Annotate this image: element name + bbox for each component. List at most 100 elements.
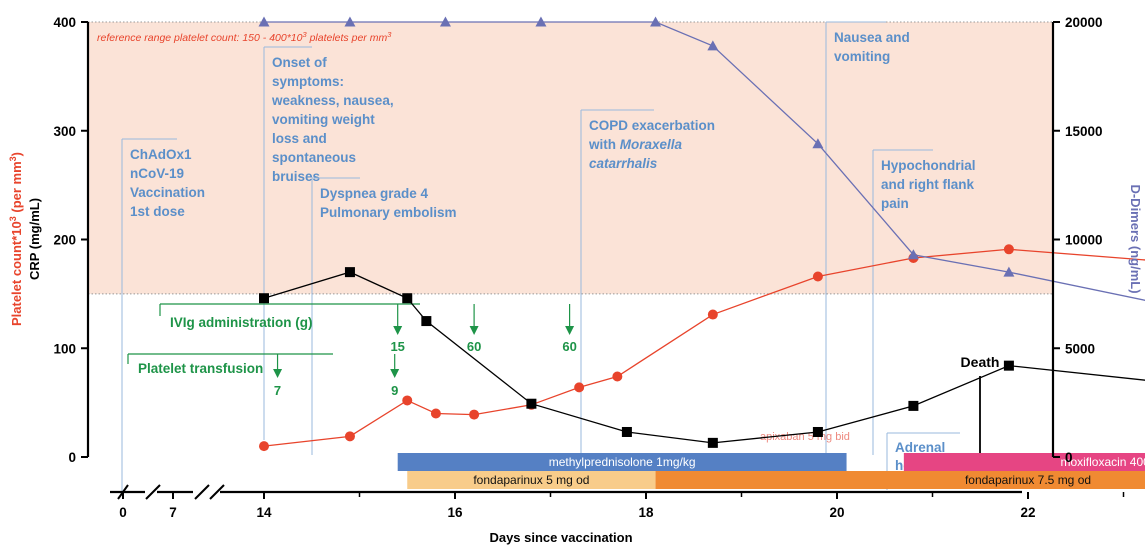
platelet-arrow-head xyxy=(390,369,400,378)
annotation-copd-text: with Moraxella xyxy=(588,137,683,152)
crp-point xyxy=(421,316,432,327)
annotation-vaccination-text: nCoV-19 xyxy=(130,166,184,181)
annotation-copd: COPD exacerbation with Moraxella catarrhal… xyxy=(580,109,715,455)
x-tick-label: 16 xyxy=(447,505,463,520)
annotation-hypochondrial: Hypochondrial and right flank pain xyxy=(872,149,976,455)
platelets-point xyxy=(259,441,269,452)
annotation-nausea: Nausea and vomiting xyxy=(825,21,910,455)
annotation-hypochondrial-text: pain xyxy=(881,196,909,211)
treatment-bar-rect xyxy=(903,453,1145,471)
crp-point xyxy=(526,398,537,409)
annotation-dyspnea-text: Pulmonary embolism xyxy=(320,205,457,220)
ivig-dose-label: 60 xyxy=(562,339,576,354)
x-axis-break xyxy=(145,484,161,500)
annotation-dyspnea-text: Dyspnea grade 4 xyxy=(320,186,429,201)
crp-point xyxy=(1003,360,1014,371)
x-tick-label: 20 xyxy=(829,505,844,520)
annotation-vaccination: ChAdOx1 nCoV-19 Vaccination 1st dose xyxy=(121,138,205,492)
ddimer-point xyxy=(344,16,356,27)
annotation-dyspnea: Dyspnea grade 4 Pulmonary embolism xyxy=(311,177,457,455)
left-axis-label: Platelet count*103 (per mm3) xyxy=(8,152,24,326)
ivig-group: IVIg administration (g) 15 60 60 xyxy=(159,303,577,354)
ddimer-point xyxy=(812,138,824,149)
right-tick-label: 5000 xyxy=(1065,341,1095,356)
annotation-onset-text: loss and xyxy=(272,131,327,146)
platelets-point xyxy=(469,409,480,420)
annotation-onset-text: weakness, nausea, xyxy=(271,93,394,108)
ddimer-point xyxy=(650,16,662,27)
annotation-onset-text: vomiting weight xyxy=(272,112,375,127)
death-label: Death xyxy=(961,354,1000,370)
right-tick-label: 20000 xyxy=(1065,15,1103,30)
series-ddimer xyxy=(258,16,1145,301)
left-tick-label: 400 xyxy=(53,15,76,30)
crp-point xyxy=(621,426,632,437)
crp-point xyxy=(707,437,718,448)
treatment-bar-label: moxifloxacin 400 mg od xyxy=(1060,455,1145,469)
platelets-point xyxy=(402,395,413,406)
left-axis-label-2: CRP (mg/mL) xyxy=(27,198,42,280)
annotation-vaccination-text: 1st dose xyxy=(130,204,185,219)
left-tick-label: 100 xyxy=(53,341,76,356)
apixaban-label: apixaban 5 mg bid xyxy=(760,431,850,443)
series-platelets-line xyxy=(263,248,1145,447)
annotation-hypochondrial-text: Hypochondrial xyxy=(881,158,976,173)
treatment-bar-rect xyxy=(407,471,656,489)
left-tick-label: 200 xyxy=(53,233,76,248)
x-axis-break xyxy=(209,484,225,500)
annotation-nausea-text: vomiting xyxy=(834,49,890,64)
annotation-onset-text: spontaneous xyxy=(272,150,356,165)
x-tick-label: 14 xyxy=(256,505,272,520)
annotation-vaccination-text: ChAdOx1 xyxy=(130,147,192,162)
ddimer-point xyxy=(439,16,451,27)
ddimer-point xyxy=(707,40,719,51)
annotation-onset-text: bruises xyxy=(272,169,320,184)
treatment-bar-label: fondaparinux 5 mg od xyxy=(473,473,589,487)
x-tick-label: 7 xyxy=(169,505,177,520)
left-tick-label: 300 xyxy=(53,124,76,139)
crp-point xyxy=(402,293,413,304)
treatment-bar-rect xyxy=(397,453,847,471)
right-tick-label: 15000 xyxy=(1065,124,1103,139)
crp-point xyxy=(344,267,355,278)
platelets-point xyxy=(344,431,355,442)
platelets-point xyxy=(430,408,441,419)
annotation-adrenal-text: Adrenal xyxy=(895,440,945,455)
annotation-onset: Onset of symptoms: weakness, nausea, vomiti… xyxy=(263,46,394,440)
ivig-dose-label: 60 xyxy=(467,339,481,354)
x-axis-break xyxy=(194,484,210,500)
platelet-arrow-head xyxy=(273,369,283,378)
ivig-arrow-head xyxy=(565,326,575,335)
ddimer-point xyxy=(907,249,919,260)
annotation-nausea-text: Nausea and xyxy=(834,30,910,45)
treatment-bar: methylprednisolone 1mg/kg xyxy=(397,453,847,471)
annotation-onset-text: symptoms: xyxy=(272,74,344,89)
treatment-bar-rect xyxy=(655,471,1145,489)
crp-point xyxy=(259,293,269,304)
crp-point xyxy=(812,426,823,437)
reference-range-band xyxy=(88,22,1053,294)
right-axis-label: D-Dimers (ng/mL) xyxy=(1128,184,1143,293)
platelet-transfusion-group: Platelet transfusion 7 9 xyxy=(127,353,400,398)
ddimer-point xyxy=(535,16,547,27)
x-tick-label: 0 xyxy=(119,505,127,520)
left-tick-label: 0 xyxy=(68,450,76,465)
platelets-point xyxy=(612,371,623,382)
x-tick-label: 18 xyxy=(638,505,654,520)
annotation-onset-text: Onset of xyxy=(272,55,327,70)
ivig-arrow-head xyxy=(393,326,403,335)
right-tick-label: 0 xyxy=(1065,450,1073,465)
platelets-point xyxy=(812,271,823,282)
x-tick-label: 22 xyxy=(1020,505,1035,520)
crp-point xyxy=(908,400,919,411)
platelet-transfusion-label: Platelet transfusion xyxy=(138,361,263,376)
annotation-vaccination-text: Vaccination xyxy=(130,185,205,200)
annotation-copd-text: COPD exacerbation xyxy=(589,118,715,133)
series-crp xyxy=(259,267,1145,448)
treatment-bar: fondaparinux 7.5 mg od xyxy=(655,471,1145,489)
ddimer-point xyxy=(1003,266,1015,277)
platelets-point xyxy=(574,382,585,393)
reference-range-note: reference range platelet count: 150 - 40… xyxy=(97,30,392,44)
treatment-bar-label: methylprednisolone 1mg/kg xyxy=(549,455,696,469)
